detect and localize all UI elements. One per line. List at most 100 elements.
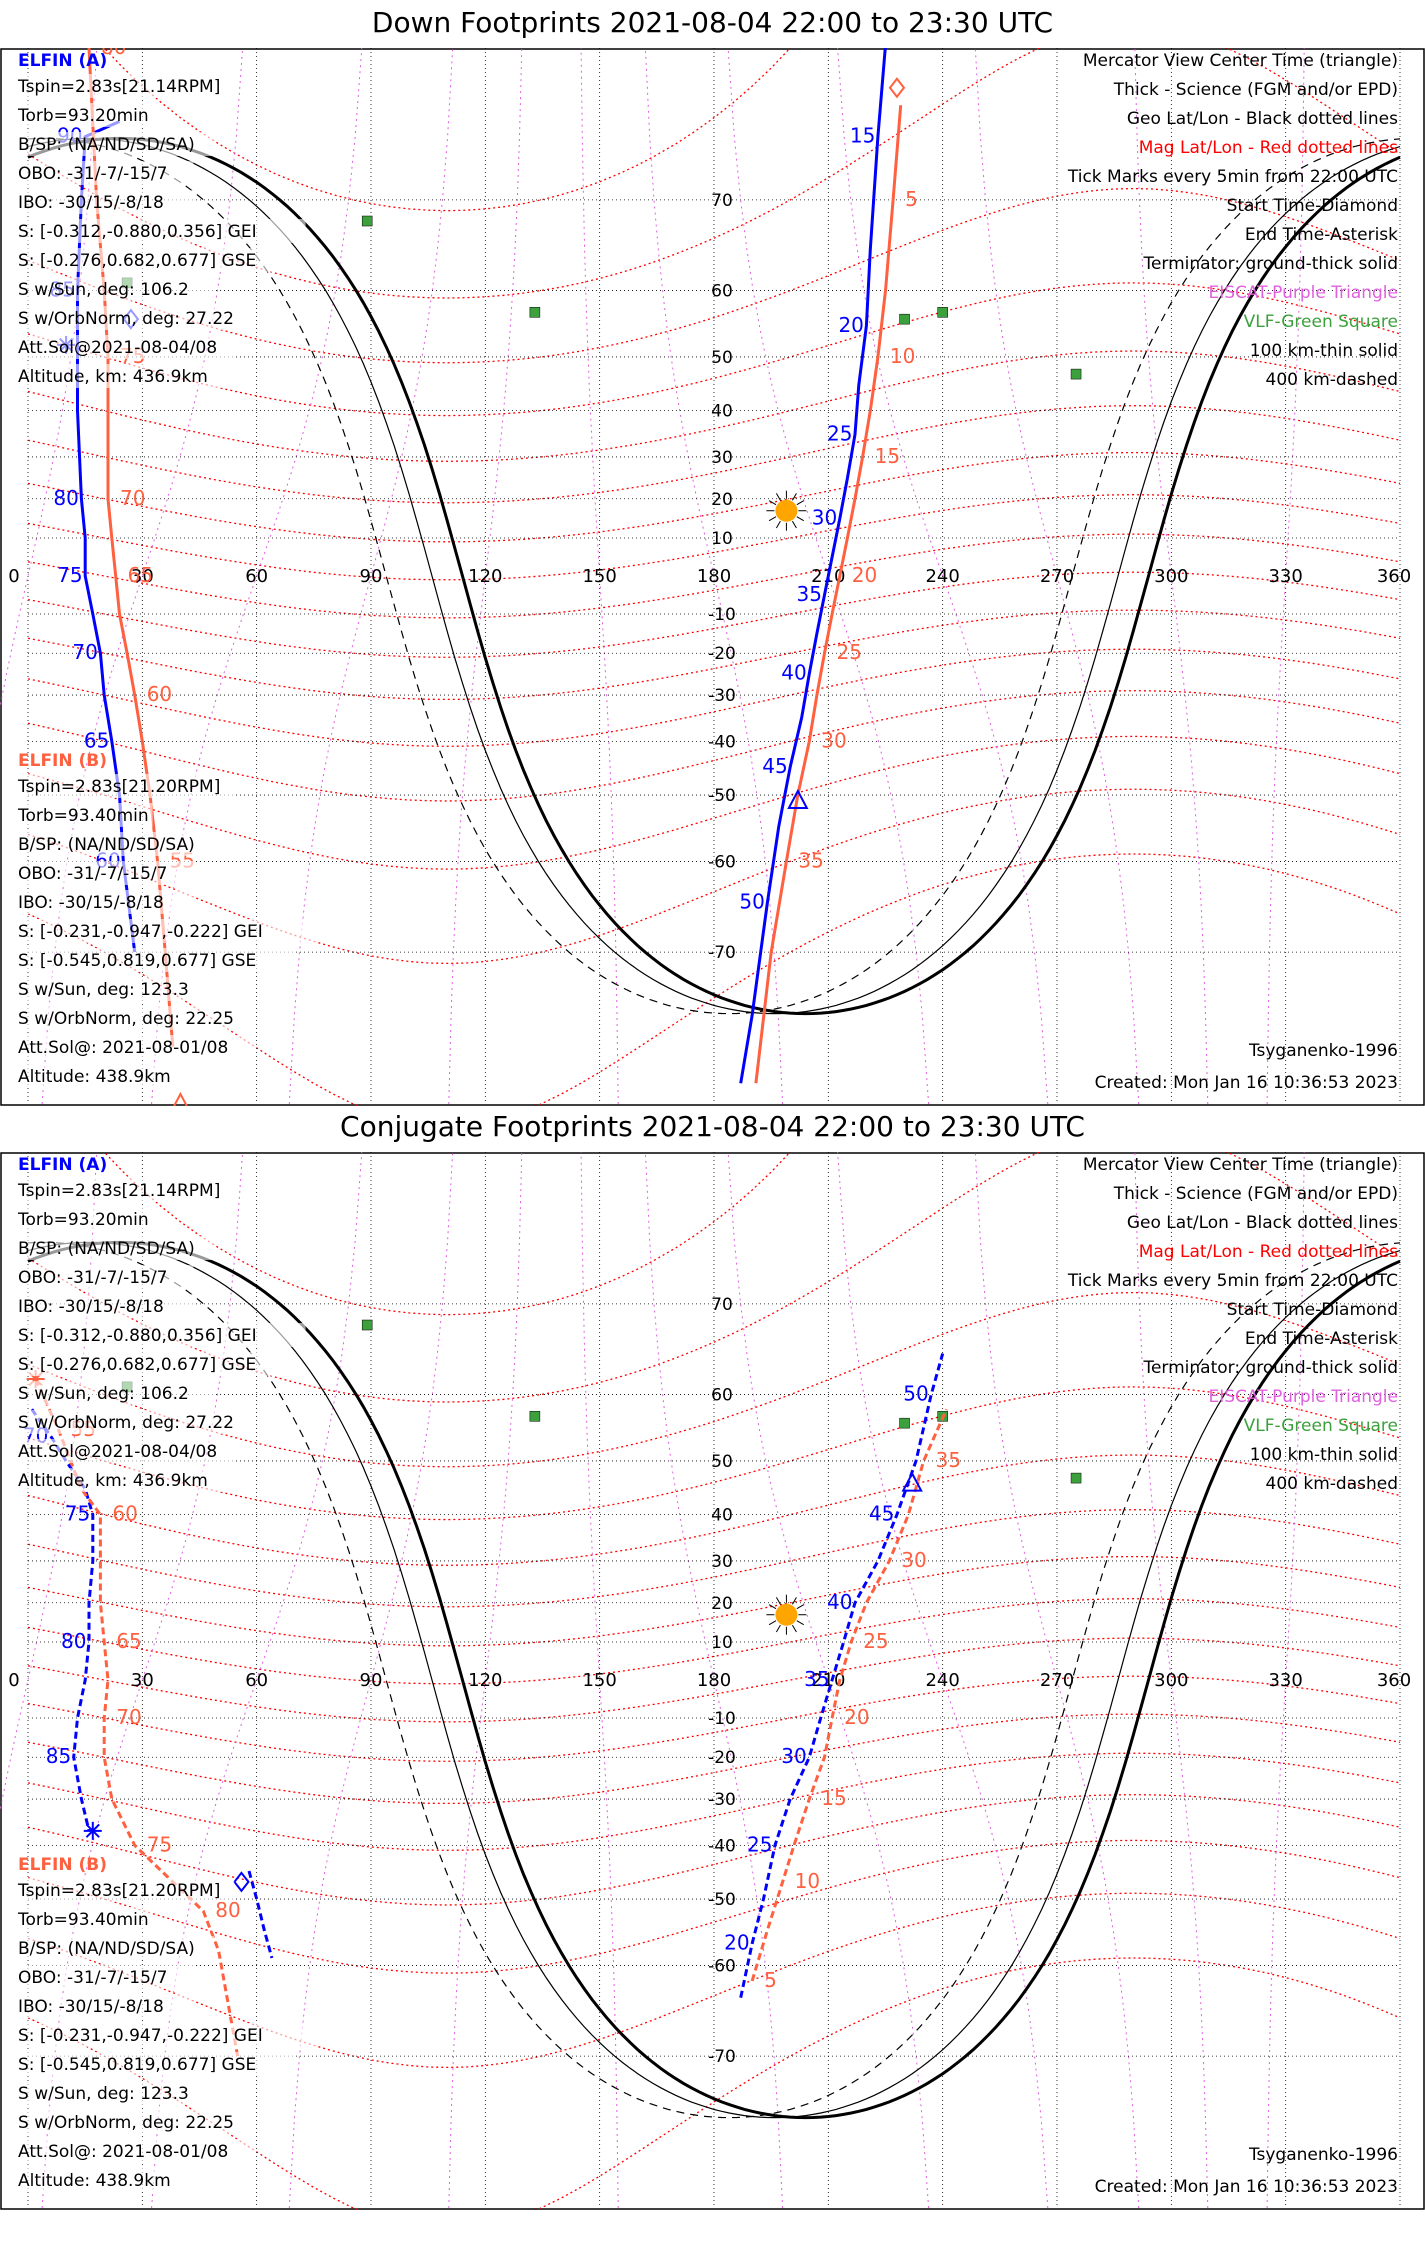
trace-tick-label: 80	[215, 1898, 240, 1922]
vlf-square	[361, 1319, 373, 1331]
mag-lat-line	[27, 853, 1401, 1106]
y-tick-label: 40	[711, 402, 733, 422]
panel-title-conjugate: Conjugate Footprints 2021-08-04 22:00 to…	[340, 1110, 1085, 1143]
elfin-b-legend-label: ELFIN (B)	[18, 1855, 107, 1875]
sun-ray	[775, 1624, 781, 1633]
elfin-b-legend-line-bg	[16, 2110, 255, 2134]
mag-lat-line	[27, 1839, 1401, 1974]
elfin-b-legend-line-bg	[16, 2023, 316, 2047]
sun-ray	[796, 1604, 804, 1610]
trace-tick-label: 20	[852, 563, 877, 587]
vlf-square	[1070, 368, 1082, 380]
elfin-a-legend-line: OBO: -31/-7/-15/7	[18, 1268, 167, 1288]
elfin-a-legend-line-bg	[16, 132, 214, 156]
start-diamond	[888, 77, 906, 99]
elfin-a-legend-line: Altitude, km: 436.9km	[18, 1471, 208, 1491]
mag-lat-line	[27, 609, 1401, 701]
trace-tick-label: 75	[57, 563, 82, 587]
y-tick-label: 20	[711, 490, 733, 510]
legend-right: Mercator View Center Time (triangle) Thic…	[1067, 1155, 1398, 1494]
elfin-a-legend-line: Tspin=2.83s[21.14RPM]	[17, 1181, 220, 1201]
mag-lat-line	[27, 648, 1401, 747]
elfin-b-legend-line: IBO: -30/15/-8/18	[18, 1997, 164, 2017]
elfin-a-legend-line: B/SP: (NA/ND/SD/SA)	[18, 1239, 195, 1259]
mag-lat-line	[27, 1794, 1401, 1906]
elfin-b-legend-line: S w/OrbNorm, deg: 22.25	[18, 2113, 234, 2133]
elfin-a-legend-line-bg	[16, 1468, 235, 1492]
y-tick-label: 30	[711, 1552, 733, 1572]
y-tick-label: -70	[708, 943, 736, 963]
sun-icon	[766, 490, 807, 531]
start-diamond	[233, 1871, 250, 1893]
trace-tick-label: 40	[781, 661, 806, 685]
y-tick-label: -10	[708, 1709, 736, 1729]
elfin-a-legend-line-bg	[16, 1352, 296, 1376]
elfin-a-legend-line: S: [-0.312,-0.880,0.356] GEI	[18, 222, 257, 242]
trace-tick-label: 25	[837, 640, 862, 664]
elfin-a-legend-line-bg	[16, 74, 235, 98]
trace-tick-label: 70	[72, 640, 97, 664]
vlf-square	[529, 1411, 541, 1422]
trace-tick-label: 25	[827, 422, 852, 446]
mag-lat-line	[27, 1291, 1401, 1468]
elfin-a-legend-line-bg	[16, 1178, 235, 1202]
mag-lat-line	[27, 690, 1401, 802]
trace-tick-label: 30	[812, 506, 837, 530]
elfin-b-legend-line-bg	[16, 919, 316, 943]
x-tick-label: 270	[1040, 566, 1074, 587]
sun-icon	[766, 1594, 807, 1635]
elfin-a-legend-line-bg	[16, 248, 296, 272]
trace-tick-label: 80	[101, 48, 126, 59]
sun-ray	[775, 493, 781, 501]
y-tick-label: -70	[708, 2047, 736, 2067]
x-tick-label: 180	[697, 566, 731, 587]
trace-tick-label: 15	[875, 444, 900, 468]
legend-right-line: Tick Marks every 5min from 22:00 UTC	[1067, 1271, 1398, 1291]
elfin-b-legend-line-bg	[16, 1064, 194, 1088]
legend-right: Mercator View Center Time (triangle) Thic…	[1067, 51, 1398, 390]
x-tick-label: 330	[1268, 566, 1302, 587]
elfin-b-legend-line-bg	[16, 861, 194, 885]
x-tick-label: 180	[697, 1670, 731, 1691]
mag-lat-line	[27, 735, 1401, 870]
x-tick-label: 120	[468, 566, 502, 587]
sun-ray	[775, 1597, 781, 1605]
x-tick-label: 300	[1154, 566, 1188, 587]
legend-right-line: Mercator View Center Time (triangle)	[1083, 51, 1398, 71]
trace-tick-label: 35	[804, 1667, 829, 1691]
trace-tick-label: 25	[747, 1832, 772, 1856]
x-tick-label: 0	[8, 566, 19, 587]
x-tick-label: 0	[8, 1670, 19, 1691]
y-tick-label: -60	[708, 852, 736, 872]
elfin-a-legend-line: S: [-0.276,0.682,0.677] GSE	[18, 1355, 256, 1375]
elfin-a-legend-line-bg	[16, 364, 235, 388]
elfin-a-legend-line-bg	[16, 306, 255, 330]
elfin-a-legend-line: S w/Sun, deg: 106.2	[18, 1384, 189, 1404]
trace-tick-label: 20	[844, 1705, 869, 1729]
y-tick-label: -30	[708, 1790, 736, 1810]
x-tick-label: 30	[131, 1670, 154, 1691]
legend-right-line: Terminator: ground-thick solid	[1142, 254, 1398, 274]
x-tick-label: 270	[1040, 1670, 1074, 1691]
mag-lat-line	[27, 1892, 1401, 2069]
elfin-a-legend-line: Torb=93.20min	[17, 1210, 149, 1230]
trace-tick-label: 5	[764, 1968, 777, 1992]
elfin-a-legend-line: Tspin=2.83s[21.14RPM]	[17, 77, 220, 97]
elfin-a-legend-line-bg	[16, 1265, 194, 1289]
trace-b_seg2	[754, 105, 903, 1084]
legend-right-line: EISCAT-Purple Triangle	[1208, 1387, 1398, 1407]
legend-right-line: Mercator View Center Time (triangle)	[1083, 1155, 1398, 1175]
terminator-100km	[27, 137, 1401, 1015]
x-tick-label: 300	[1154, 1670, 1188, 1691]
elfin-b-legend-line-bg	[16, 977, 214, 1001]
x-tick-label: 240	[925, 566, 959, 587]
elfin-a-legend-line-bg	[16, 1381, 214, 1405]
legend-right-line: VLF-Green Square	[1244, 312, 1398, 332]
elfin-b-legend-line: OBO: -31/-7/-15/7	[18, 864, 167, 884]
footprints-map-conjugate: 0 30 60 90 120 150 180 210 240 270 300 330 360 -70 -60…	[0, 1152, 1425, 2210]
legend-right-line: Tick Marks every 5min from 22:00 UTC	[1067, 167, 1398, 187]
elfin-a-legend-line-bg	[16, 277, 214, 301]
legend-right-line: Thick - Science (FGM and/or EPD)	[1113, 1184, 1398, 1204]
legend-right-line: Mag Lat/Lon - Red dotted lines	[1139, 1242, 1398, 1262]
trace-tick-label: 15	[850, 124, 875, 148]
